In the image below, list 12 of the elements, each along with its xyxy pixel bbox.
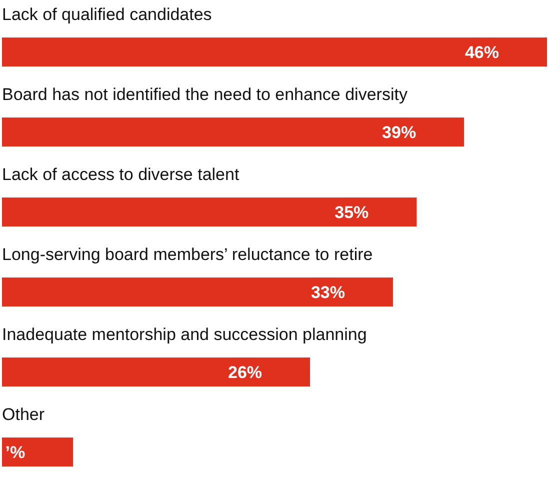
data-label: 39% — [382, 123, 416, 142]
y-tick-label: Lack of access to diverse talent — [2, 165, 240, 184]
y-tick-label: Board has not identified the need to enhance diversity — [2, 85, 408, 104]
data-label: 35% — [334, 203, 369, 222]
data-label: 46% — [464, 43, 499, 62]
data-label: 26% — [228, 363, 262, 382]
y-tick-label: Lack of qualified candidates — [2, 5, 212, 24]
y-tick-label: Inadequate mentorship and succession planning — [2, 325, 367, 344]
data-label: 33% — [310, 283, 345, 302]
y-tick-label: Long-serving board members’ reluctance to retire — [2, 245, 373, 264]
data-label: ’% — [5, 443, 26, 462]
y-tick-label: Other — [2, 405, 45, 424]
